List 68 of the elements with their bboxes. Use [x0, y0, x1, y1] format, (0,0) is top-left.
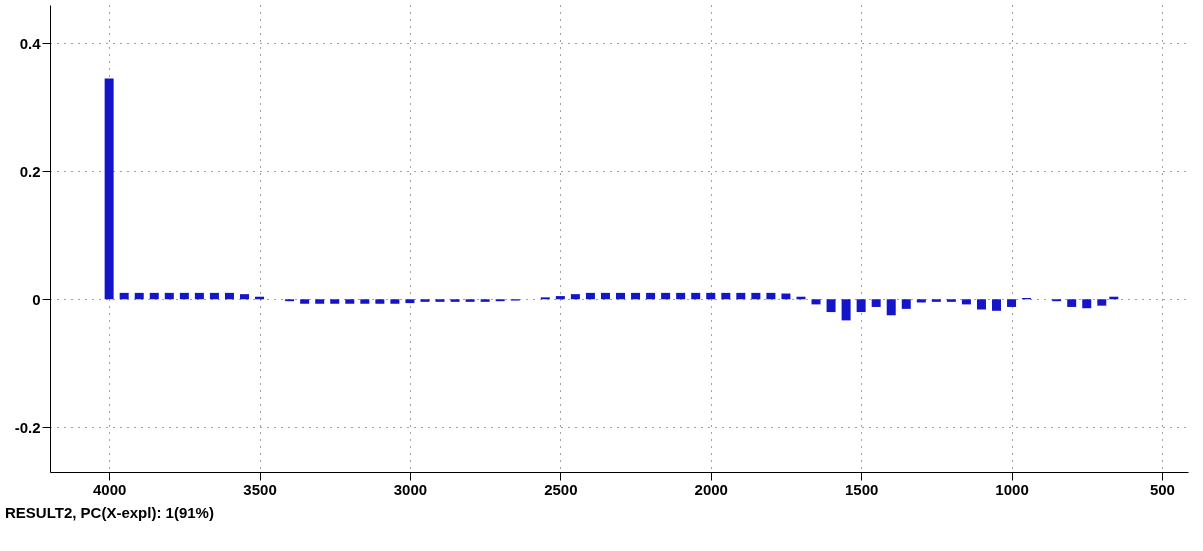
bar — [976, 299, 986, 310]
bar — [390, 299, 400, 304]
bar — [420, 299, 430, 302]
bar — [555, 296, 565, 300]
bar — [961, 299, 971, 305]
y-tick-label: -0.2 — [14, 418, 41, 436]
bar — [871, 299, 881, 307]
bar — [375, 299, 385, 304]
bar — [179, 292, 189, 300]
bar — [841, 299, 851, 321]
bar — [300, 299, 310, 304]
bar — [1007, 299, 1017, 307]
bar — [104, 78, 114, 300]
y-tick-label: 0 — [32, 290, 41, 308]
bar — [480, 299, 490, 302]
x-tick-label: 500 — [1149, 480, 1175, 498]
bar — [1097, 299, 1107, 306]
bar — [811, 299, 821, 305]
bar — [360, 299, 370, 304]
bar — [946, 299, 956, 302]
bar — [676, 292, 686, 300]
bar — [706, 292, 716, 300]
y-tick-label: 0.4 — [19, 34, 42, 52]
x-tick-label: 4000 — [92, 480, 127, 498]
x-tick-label: 3000 — [393, 480, 428, 498]
bar — [901, 299, 911, 309]
bar — [330, 299, 340, 304]
bar — [992, 299, 1001, 311]
x-tick-label: 2500 — [544, 480, 578, 498]
bar — [405, 299, 415, 304]
bar — [916, 299, 926, 303]
bar — [1082, 299, 1092, 309]
bar — [721, 292, 731, 300]
bar — [465, 299, 475, 302]
bar — [570, 294, 580, 300]
bar — [450, 299, 460, 302]
bar — [600, 292, 610, 300]
bar — [826, 299, 836, 313]
bar — [119, 292, 129, 300]
bar — [585, 292, 595, 300]
bar — [661, 292, 671, 300]
bar — [856, 299, 866, 313]
bar — [240, 294, 249, 300]
bar — [134, 292, 144, 300]
bar — [736, 292, 746, 300]
bar — [931, 299, 941, 302]
bar — [886, 299, 896, 316]
bar — [209, 292, 219, 300]
bar — [646, 292, 656, 300]
bar — [315, 299, 325, 304]
bar — [435, 299, 445, 302]
x-tick-label: 1500 — [844, 480, 879, 498]
bar — [1067, 299, 1077, 307]
x-tick-label: 3500 — [243, 480, 277, 498]
bar — [616, 292, 625, 300]
bar — [691, 292, 701, 300]
x-tick-label: 1000 — [995, 480, 1029, 498]
bar — [751, 292, 761, 300]
bar — [345, 299, 355, 304]
bar — [224, 292, 234, 300]
bar — [149, 292, 159, 300]
text: RESULT2, PC(X-expl): 1(91%) — [5, 504, 214, 521]
bar — [631, 292, 641, 300]
bar — [164, 292, 174, 300]
y-tick-label: 0.2 — [19, 162, 41, 180]
bar — [194, 292, 204, 300]
x-tick-label: 2000 — [694, 480, 728, 498]
bar — [766, 292, 776, 300]
